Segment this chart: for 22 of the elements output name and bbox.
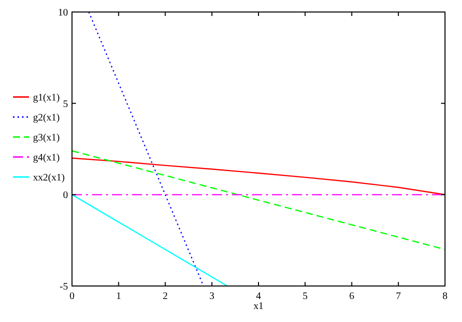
x-tick-label: 8 (442, 291, 448, 302)
x-tick-label: 7 (396, 291, 401, 302)
x-tick-label: 3 (209, 291, 214, 302)
x-tick-label: 5 (302, 291, 308, 302)
legend-label: g3(x1) (33, 132, 60, 144)
y-tick-label: 0 (63, 190, 68, 202)
line-series (72, 194, 228, 286)
x-tick-label: 6 (349, 291, 354, 302)
y-tick-label: -5 (60, 282, 68, 292)
legend-label: g4(x1) (33, 152, 60, 164)
x-axis-title: x1 (254, 301, 264, 312)
line-series (88, 12, 204, 286)
x-tick-label: 1 (116, 291, 122, 302)
legend-label: g2(x1) (33, 112, 60, 124)
y-tick-label: 5 (63, 98, 68, 110)
legend-label: g1(x1) (33, 92, 60, 104)
line-series (72, 150, 445, 250)
x-tick-label: 2 (162, 291, 168, 302)
x-tick-label: 4 (256, 291, 261, 302)
legend-label: xx2(x1) (33, 172, 65, 184)
y-tick-label: 10 (58, 8, 68, 18)
line-series (72, 158, 445, 196)
